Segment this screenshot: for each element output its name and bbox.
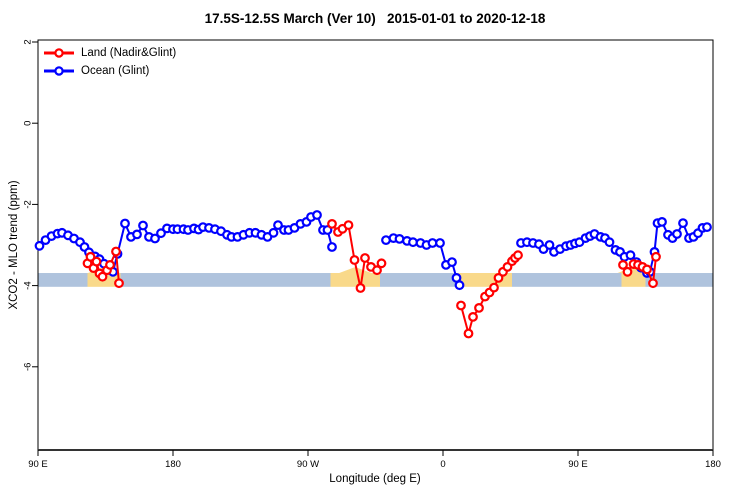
data-point — [343, 220, 354, 231]
x-tick-label: 180 — [165, 459, 181, 470]
data-point — [435, 238, 445, 248]
data-point — [651, 251, 661, 262]
data-point — [672, 229, 682, 239]
data-point — [678, 218, 688, 229]
data-point — [622, 266, 633, 277]
y-axis-label: XCO2 - MLO trend (ppm) — [8, 180, 20, 310]
reference-band-segment — [645, 273, 713, 287]
data-point — [456, 300, 466, 311]
data-point — [349, 255, 360, 265]
reference-band-segment — [38, 273, 88, 287]
data-point — [493, 273, 504, 283]
legend-item-land: Land (Nadir&Glint) — [44, 44, 176, 62]
y-tick-label: -2 — [23, 200, 34, 208]
data-point — [454, 280, 465, 291]
data-point — [97, 271, 108, 282]
data-point — [150, 233, 160, 244]
data-point — [114, 278, 124, 289]
data-point — [642, 264, 652, 275]
data-point — [327, 242, 337, 252]
data-point — [604, 237, 615, 248]
x-tick-label: 90 E — [568, 459, 588, 470]
data-point — [34, 240, 45, 251]
data-point — [156, 228, 166, 239]
chart-title: 17.5S-12.5S March (Ver 10) 2015-01-01 to… — [204, 11, 546, 26]
land-series-swatch-icon — [44, 48, 74, 58]
data-point — [489, 282, 499, 293]
data-point — [625, 250, 636, 261]
data-point — [138, 220, 148, 231]
data-point — [360, 253, 370, 263]
reference-band-segment — [380, 273, 458, 287]
x-tick-label: 90 W — [297, 459, 319, 470]
data-point — [447, 257, 457, 268]
data-point — [657, 216, 667, 227]
data-point — [618, 260, 628, 270]
data-point — [91, 256, 102, 267]
data-point — [463, 328, 474, 339]
legend-label-ocean: Ocean (Glint) — [81, 65, 150, 77]
y-tick-label: 2 — [23, 39, 34, 44]
data-point — [132, 229, 142, 240]
x-tick-label: 0 — [440, 459, 445, 470]
ocean-series-swatch-icon — [44, 66, 74, 76]
data-point — [355, 283, 366, 293]
data-point — [376, 258, 387, 269]
x-axis-label: Longitude (deg E) — [329, 473, 421, 485]
data-point — [702, 222, 712, 233]
data-point — [648, 278, 658, 289]
data-point — [408, 237, 418, 248]
legend-label-land: Land (Nadir&Glint) — [81, 47, 177, 59]
data-point — [105, 260, 115, 270]
data-point — [513, 250, 523, 261]
data-point — [474, 303, 484, 313]
x-tick-label: 90 E — [28, 459, 48, 470]
reference-band-segment — [512, 273, 622, 287]
data-point — [372, 265, 382, 276]
data-point — [85, 251, 96, 262]
data-point — [120, 218, 130, 229]
data-point — [322, 225, 333, 235]
reference-band-segment — [330, 273, 380, 287]
y-tick-label: 0 — [23, 121, 34, 126]
data-point — [111, 246, 121, 257]
data-point — [312, 210, 322, 220]
x-tick-label: 180 — [705, 459, 721, 470]
data-point — [327, 218, 337, 229]
data-point — [273, 220, 283, 231]
data-point — [268, 227, 279, 238]
reference-band-segment — [120, 273, 331, 287]
y-tick-label: -4 — [23, 281, 34, 289]
legend-item-ocean: Ocean (Glint) — [44, 62, 176, 80]
y-tick-label: -6 — [23, 363, 34, 371]
data-point — [468, 312, 478, 322]
data-point — [544, 240, 555, 250]
legend: Land (Nadir&Glint) Ocean (Glint) — [44, 44, 176, 80]
